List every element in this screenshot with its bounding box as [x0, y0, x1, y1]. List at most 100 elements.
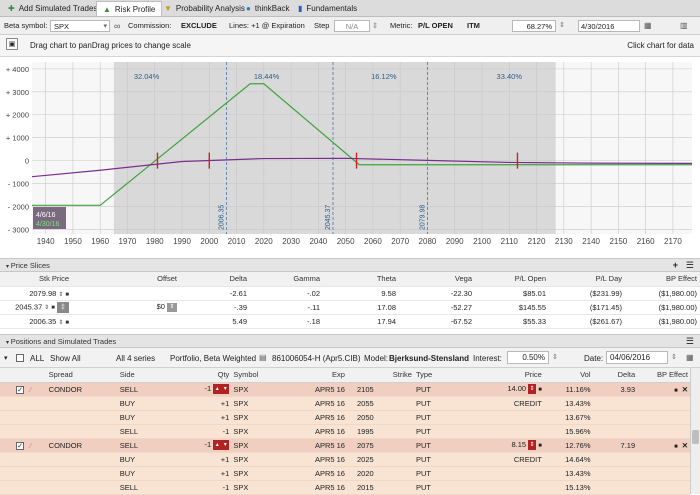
strike-cell[interactable]: 2015 — [346, 480, 414, 495]
chart-settings-icon[interactable]: ▣ — [6, 38, 18, 50]
strike-cell[interactable]: 2105 — [346, 382, 414, 397]
side-cell[interactable]: BUY — [117, 396, 179, 411]
commission-value[interactable]: EXCLUDE — [181, 21, 217, 30]
slice-row[interactable]: 2045.37 ⇕ ■ ‡ $0 ⇕ -.39 -.11 17.08 -52.27 $145.5… — [0, 300, 700, 315]
tab-probability-analysis[interactable]: ▼ Probability Analysis — [164, 4, 245, 13]
slice-price[interactable]: 2045.37 ⇕ ■ ‡ — [0, 300, 72, 315]
qty-cell[interactable]: +1 — [178, 452, 232, 467]
series-select[interactable]: All 4 series — [116, 354, 156, 363]
lock-icon[interactable]: ■ — [51, 304, 55, 311]
price-marker-icon[interactable]: ‡ — [57, 301, 69, 313]
row-lock-icon[interactable]: ■ — [674, 443, 678, 450]
remove-icon[interactable]: ✕ — [681, 440, 688, 450]
select-all-checkbox[interactable] — [16, 354, 24, 362]
strike-cell[interactable]: 2075 — [346, 438, 414, 453]
show-all-select[interactable]: Show All — [50, 354, 81, 363]
account-select[interactable]: 861006054-H (Apr5.CIB) — [272, 354, 361, 363]
exp-cell[interactable]: APR5 16 — [282, 438, 347, 453]
strike-cell[interactable]: 1995 — [346, 424, 414, 439]
type-cell[interactable]: PUT — [413, 466, 473, 481]
side-cell[interactable]: BUY — [117, 452, 179, 467]
lock-icon[interactable]: ■ — [65, 291, 69, 298]
calendar-icon[interactable]: ▦ — [644, 21, 652, 30]
side-cell[interactable]: SELL — [117, 438, 179, 453]
exp-cell[interactable]: APR5 16 — [282, 452, 347, 467]
qty-cell[interactable]: +1 — [178, 396, 232, 411]
qty-cell[interactable]: -1 ▴ ▾ — [178, 438, 232, 453]
price-cell[interactable] — [472, 466, 544, 481]
tab-thinkback[interactable]: ● thinkBack — [246, 4, 290, 13]
spread-row[interactable]: ✓ ⁄ CONDOR SELL -1 ▴ ▾ SPX APR5 16 2105 PUT 14.00 … — [0, 382, 690, 397]
remove-icon[interactable]: ✕ — [681, 384, 688, 394]
price-cell[interactable]: CREDIT — [472, 452, 544, 467]
add-slice-icon[interactable]: + — [672, 260, 678, 270]
side-cell[interactable]: SELL — [117, 382, 179, 397]
qty-stepper-up[interactable]: ▴ — [213, 384, 222, 394]
price-cell[interactable] — [472, 480, 544, 495]
price-cell[interactable]: CREDIT — [472, 396, 544, 411]
date-input[interactable]: 4/30/2016 — [578, 20, 640, 32]
side-cell[interactable]: SELL — [117, 480, 179, 495]
positions-calendar-icon[interactable]: ▦ — [686, 353, 694, 362]
slice-price[interactable]: 2006.35 ⇕ ■ — [0, 314, 72, 329]
leg-row[interactable]: SELL -1 SPX APR5 16 2015 PUT 15.13% — [0, 480, 690, 495]
leg-row[interactable]: BUY +1 SPX APR5 16 2025 PUT CREDIT 14.64% — [0, 452, 690, 467]
offset-stepper[interactable]: ⇕ — [167, 302, 177, 312]
positions-date-stepper[interactable]: ⇕ — [671, 354, 677, 361]
leg-row[interactable]: SELL -1 SPX APR5 16 1995 PUT 15.96% — [0, 424, 690, 439]
tab-fundamentals[interactable]: ▮ Fundamentals — [298, 4, 358, 13]
layout-icon[interactable]: ▥ — [680, 21, 688, 30]
leg-row[interactable]: BUY +1 SPX APR5 16 2020 PUT 13.43% — [0, 466, 690, 481]
tab-risk-profile[interactable]: ▲ Risk Profile — [96, 1, 163, 16]
side-cell[interactable]: BUY — [117, 410, 179, 425]
price-cell[interactable]: 14.00 ⇕ ■ — [472, 382, 544, 397]
positions-menu-icon[interactable]: ☰ — [685, 336, 694, 346]
price-lock-icon[interactable]: ■ — [538, 386, 542, 393]
side-cell[interactable]: BUY — [117, 466, 179, 481]
metric-value[interactable]: P/L OPEN — [418, 21, 453, 30]
price-lock-icon[interactable]: ■ — [538, 442, 542, 449]
menu-icon[interactable]: ☰ — [685, 260, 694, 270]
model-select[interactable]: Bjerksund-Stensland — [389, 354, 470, 363]
type-cell[interactable]: PUT — [413, 396, 473, 411]
exp-cell[interactable]: APR5 16 — [282, 424, 347, 439]
qty-cell[interactable]: +1 — [178, 466, 232, 481]
lock-icon[interactable]: ■ — [65, 319, 69, 326]
stepper-icon[interactable]: ⇕ — [58, 291, 64, 298]
leg-row[interactable]: BUY +1 SPX APR5 16 2055 PUT CREDIT 13.43% — [0, 396, 690, 411]
price-cell[interactable] — [472, 410, 544, 425]
scrollbar-thumb[interactable] — [692, 430, 699, 444]
strike-cell[interactable]: 2025 — [346, 452, 414, 467]
lines-select[interactable]: Lines: +1 @ Expiration — [229, 21, 305, 30]
qty-stepper-down[interactable]: ▾ — [221, 384, 230, 394]
row-checkbox[interactable]: ✓ — [16, 441, 24, 450]
offset-value[interactable]: $0 — [156, 302, 165, 312]
strike-cell[interactable]: 2050 — [346, 410, 414, 425]
qty-cell[interactable]: +1 — [178, 410, 232, 425]
risk-profile-chart[interactable]: 1940 1950 1960 1970 1980 1990 2000 2010 2020 2030… — [0, 58, 700, 258]
price-cell[interactable]: 8.15 ⇕ ■ — [472, 438, 544, 453]
exp-cell[interactable]: APR5 16 — [282, 410, 347, 425]
type-cell[interactable]: PUT — [413, 480, 473, 495]
percentage-stepper[interactable]: ⇕ — [559, 22, 565, 29]
slice-row[interactable]: 2079.98 ⇕ ■ -2.61 -.02 9.58 -22.30 $85.01 ($231.… — [0, 286, 700, 301]
strike-cell[interactable]: 2020 — [346, 466, 414, 481]
positions-scrollbar[interactable] — [690, 368, 700, 494]
leg-row[interactable]: BUY +1 SPX APR5 16 2050 PUT 13.67% — [0, 410, 690, 425]
step-input[interactable]: N/A — [334, 20, 370, 32]
interest-input[interactable]: 0.50% — [507, 351, 549, 364]
tab-add-simulated-trades[interactable]: ✚ Add Simulated Trades — [8, 4, 98, 13]
row-checkbox[interactable]: ✓ — [16, 385, 24, 394]
collapse-all-icon[interactable]: ▾ — [4, 355, 8, 362]
price-cell[interactable] — [472, 424, 544, 439]
row-lock-icon[interactable]: ■ — [674, 387, 678, 394]
percentage-input[interactable]: 68.27% — [512, 20, 556, 32]
slice-price[interactable]: 2079.98 ⇕ ■ — [0, 286, 72, 301]
type-cell[interactable]: PUT — [413, 410, 473, 425]
step-stepper[interactable]: ⇕ — [372, 21, 379, 30]
type-cell[interactable]: PUT — [413, 424, 473, 439]
exp-cell[interactable]: APR5 16 — [282, 480, 347, 495]
qty-cell[interactable]: -1 — [178, 480, 232, 495]
type-cell[interactable]: PUT — [413, 452, 473, 467]
exp-cell[interactable]: APR5 16 — [282, 382, 347, 397]
